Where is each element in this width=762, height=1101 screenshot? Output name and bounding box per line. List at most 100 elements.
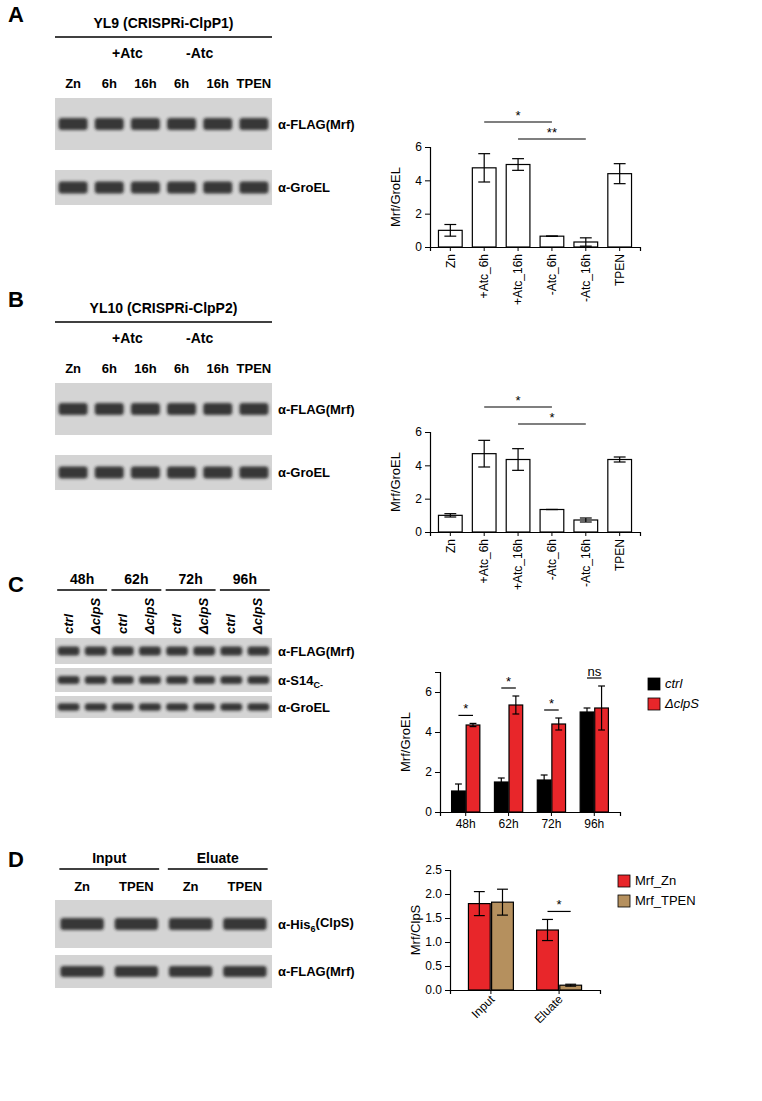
error-bar-stem	[601, 686, 602, 730]
error-bar	[498, 778, 505, 786]
blot-band	[220, 647, 242, 656]
blot-row-label: α-FLAG(Mrf)	[278, 964, 355, 979]
error-bar-stem	[517, 159, 518, 171]
y-tick: 2.5	[425, 863, 450, 877]
error-bar-stem	[544, 775, 545, 785]
y-tick: 6	[415, 140, 430, 154]
y-tick: 1.5	[425, 911, 450, 925]
blot-band	[131, 182, 160, 194]
error-bar-stem	[585, 238, 586, 246]
error-bar-cap	[512, 470, 524, 471]
blot-band	[95, 403, 124, 415]
bar	[608, 460, 632, 533]
x-tick-mark	[551, 247, 552, 251]
y-tick-label: 6	[425, 685, 432, 699]
legend: ctrlΔclpS	[648, 676, 699, 711]
lane-group-label: -Atc	[186, 45, 213, 61]
y-axis: 0.00.51.01.52.02.5	[425, 863, 450, 997]
blot-band	[239, 118, 268, 130]
blot-background	[55, 900, 272, 948]
error-bar-cap	[614, 456, 626, 457]
panel: BYL10 (CRISPRi-ClpP2)Zn+Atc6h16h-Atc6h16…	[8, 287, 641, 590]
error-bar-cap	[512, 695, 519, 696]
y-tick-mark	[425, 247, 430, 248]
y-axis-line	[425, 433, 431, 533]
error-bar-stem	[479, 892, 480, 916]
lane-group-label: 62h	[124, 571, 148, 587]
bar	[506, 460, 530, 533]
error-bar-cap	[444, 516, 456, 517]
lane-label: 16h	[134, 361, 156, 376]
error-bar-cap	[614, 183, 626, 184]
blot-band	[167, 467, 196, 479]
lane-label: ctrl	[115, 613, 130, 634]
error-bar-cap	[474, 891, 485, 892]
x-tick: +Atc_16h	[511, 247, 525, 305]
bar	[509, 705, 523, 812]
x-tick-label: 72h	[541, 817, 561, 831]
lane-group-label: -Atc	[186, 330, 213, 346]
error-bar	[546, 236, 558, 237]
blot-band	[248, 676, 270, 684]
panel: DInputZnTPENEluateZnTPENα-His6(ClpS)α-FL…	[8, 847, 696, 1026]
legend-label: ctrl	[665, 676, 683, 691]
row-label-main: α-GroEL	[278, 180, 330, 195]
blot-band	[167, 403, 196, 415]
blot-row-label: α-S14C-	[278, 673, 323, 690]
error-bar	[614, 457, 626, 462]
blot-band	[85, 703, 107, 710]
lane-label: ctrl	[169, 613, 184, 634]
error-bar-cap	[555, 717, 562, 718]
bar	[438, 515, 462, 532]
y-tick: 4	[425, 725, 440, 739]
error-bar-cap	[580, 237, 592, 238]
error-bar	[474, 892, 485, 916]
blot-band	[58, 703, 80, 710]
error-bar-cap	[497, 915, 508, 916]
x-tick: 62h	[499, 812, 519, 831]
blot-band	[115, 918, 158, 930]
row-label-main: α-His	[278, 917, 311, 932]
error-bar	[455, 784, 462, 798]
lane-label: 16h	[134, 76, 156, 91]
error-bar	[584, 708, 591, 716]
panel-letter: B	[8, 287, 24, 312]
x-tick: 48h	[456, 812, 476, 831]
error-bar-stem	[501, 778, 502, 786]
x-axis: InputEluate	[451, 990, 601, 1026]
y-tick-mark	[435, 732, 440, 733]
blot-background	[55, 170, 272, 205]
blot-band	[167, 118, 196, 130]
blot-band	[60, 966, 103, 977]
x-tick-label: TPEN	[613, 539, 627, 571]
blot-band	[131, 467, 160, 479]
significance-label: *	[549, 696, 554, 711]
error-bar-stem	[458, 784, 459, 798]
figure-root: AYL9 (CRISPRi-ClpP1)Zn+Atc6h16h-Atc6h16h…	[0, 0, 762, 1101]
lane-label: 6h	[102, 76, 117, 91]
blot-row-label: α-FLAG(Mrf)	[278, 644, 355, 659]
error-bar-stem	[450, 225, 451, 237]
error-bar-cap	[580, 517, 592, 518]
lane-label: ΔclpS	[88, 597, 103, 635]
legend-swatch	[648, 698, 660, 710]
y-tick-mark	[425, 532, 430, 533]
error-bar-cap	[542, 940, 553, 941]
figure: AYL9 (CRISPRi-ClpP1)Zn+Atc6h16h-Atc6h16h…	[0, 0, 762, 1101]
x-tick: +Atc_6h	[477, 532, 491, 583]
y-axis-line	[425, 148, 431, 248]
significance-label: *	[506, 674, 511, 689]
bar	[466, 725, 480, 812]
error-bar	[580, 238, 592, 246]
row-label-sub: C-	[313, 680, 323, 690]
error-bar	[580, 518, 592, 522]
error-bar-cap	[555, 729, 562, 730]
error-bar-cap	[541, 784, 548, 785]
lane-label: Zn	[65, 76, 81, 91]
blot-band	[58, 676, 80, 684]
blot-band	[112, 703, 134, 710]
y-tick-mark	[445, 918, 450, 919]
blot-band	[239, 182, 268, 194]
error-bar-cap	[478, 440, 490, 441]
y-axis-line	[435, 673, 441, 813]
